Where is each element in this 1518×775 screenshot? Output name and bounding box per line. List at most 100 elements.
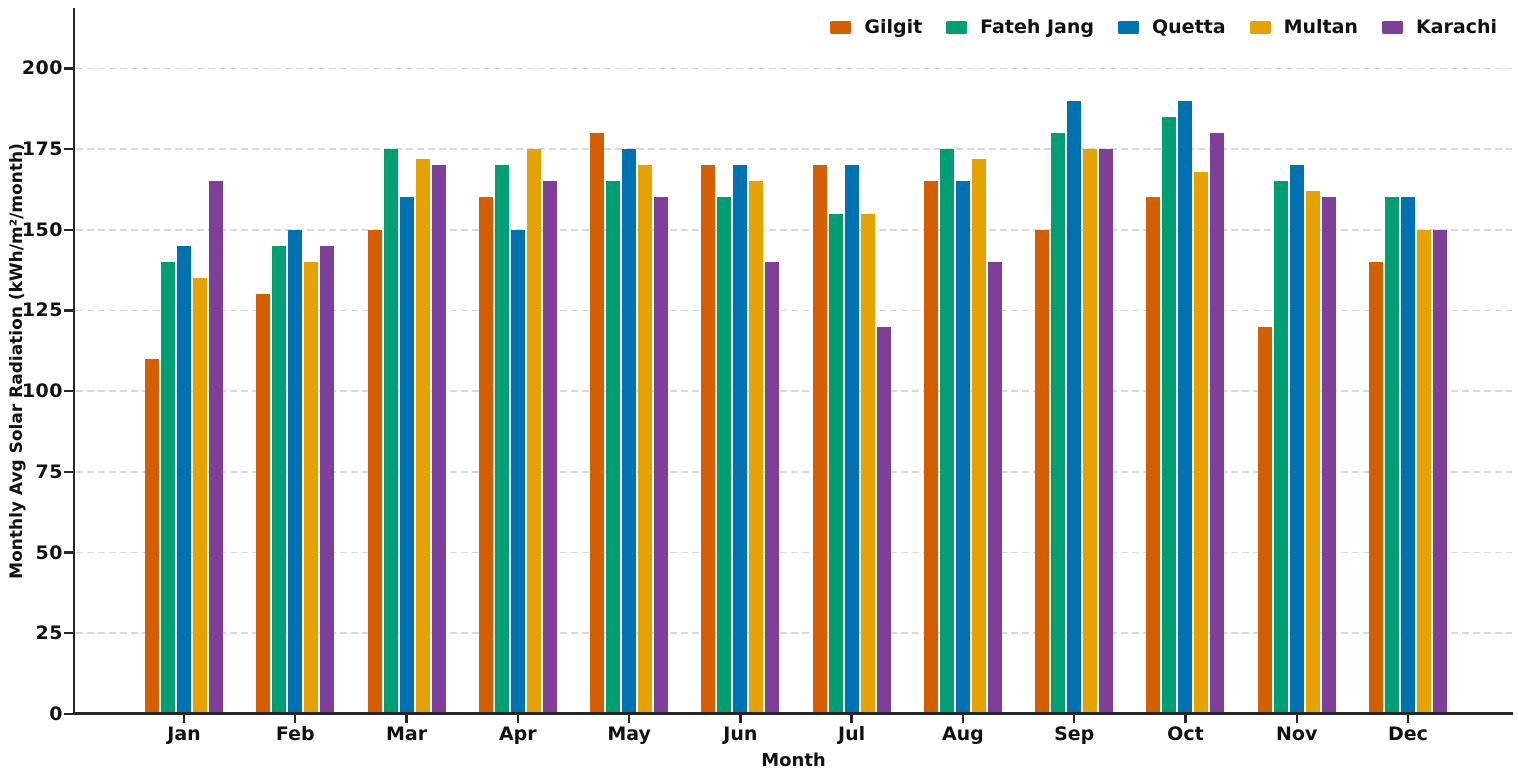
bar-multan-oct bbox=[1194, 171, 1209, 714]
bar-multan-feb bbox=[304, 262, 319, 714]
x-axis-tick bbox=[1184, 715, 1187, 723]
y-tick-label: 25 bbox=[35, 622, 63, 645]
bar-fateh-jang-mar bbox=[383, 149, 398, 714]
x-axis-tick bbox=[739, 715, 742, 723]
legend-swatch-fateh-jang bbox=[946, 20, 968, 34]
y-tick-label: 100 bbox=[21, 380, 63, 403]
bar-quetta-sep bbox=[1067, 100, 1082, 714]
bar-fateh-jang-feb bbox=[272, 245, 287, 714]
gridline-175 bbox=[76, 148, 1512, 150]
bar-gilgit-nov bbox=[1257, 326, 1272, 714]
bar-fateh-jang-apr bbox=[494, 165, 509, 714]
x-axis-tick bbox=[294, 715, 297, 723]
bar-quetta-mar bbox=[399, 197, 414, 714]
legend-swatch-multan bbox=[1249, 20, 1271, 34]
x-tick-label-dec: Dec bbox=[1388, 723, 1428, 745]
gridline-50 bbox=[76, 551, 1512, 554]
bar-quetta-dec bbox=[1400, 197, 1415, 714]
x-tick-label-feb: Feb bbox=[275, 723, 315, 745]
x-tick-label-may: May bbox=[607, 723, 651, 745]
x-tick-label-jul: Jul bbox=[838, 723, 866, 745]
bar-fateh-jang-aug bbox=[939, 149, 954, 714]
bar-multan-may bbox=[638, 165, 653, 714]
legend-swatch-quetta bbox=[1118, 20, 1139, 34]
legend-swatch-karachi bbox=[1381, 20, 1403, 34]
gridline-100 bbox=[76, 390, 1512, 393]
y-tick-label: 0 bbox=[49, 703, 63, 725]
bar-quetta-oct bbox=[1178, 100, 1193, 714]
y-tick-label: 125 bbox=[21, 299, 63, 322]
bar-karachi-jan bbox=[209, 181, 223, 714]
x-axis-tick bbox=[1295, 715, 1298, 723]
bar-multan-aug bbox=[971, 158, 986, 714]
bar-quetta-jan bbox=[177, 245, 191, 714]
x-axis-tick bbox=[405, 715, 408, 723]
bar-multan-jan bbox=[193, 278, 207, 714]
bar-fateh-jang-jul bbox=[828, 213, 843, 714]
legend-item-multan: Multan bbox=[1249, 16, 1358, 38]
y-axis-tick bbox=[64, 551, 75, 554]
chart-legend: Gilgit Fateh Jang Quetta Multan Karachi bbox=[830, 16, 1497, 38]
gridline-125 bbox=[76, 309, 1512, 312]
bar-gilgit-jun bbox=[701, 165, 716, 714]
bar-fateh-jang-may bbox=[606, 181, 621, 714]
bar-karachi-jul bbox=[876, 326, 891, 714]
bar-gilgit-aug bbox=[923, 181, 938, 714]
bar-gilgit-apr bbox=[478, 197, 493, 714]
y-axis-line bbox=[72, 8, 76, 715]
bar-gilgit-mar bbox=[367, 229, 382, 714]
legend-swatch-gilgit bbox=[830, 20, 852, 34]
legend-item-fateh-jang: Fateh Jang bbox=[946, 16, 1094, 38]
x-tick-label-aug: Aug bbox=[941, 723, 984, 745]
y-axis-tick bbox=[64, 67, 75, 70]
bar-gilgit-jul bbox=[812, 165, 827, 714]
bar-karachi-mar bbox=[431, 165, 446, 714]
bar-karachi-oct bbox=[1210, 132, 1225, 714]
x-axis-tick bbox=[516, 715, 519, 723]
bar-fateh-jang-sep bbox=[1051, 132, 1066, 714]
bar-quetta-aug bbox=[955, 181, 970, 714]
x-axis-tick bbox=[961, 715, 965, 723]
x-tick-label-nov: Nov bbox=[1276, 723, 1318, 745]
bar-gilgit-dec bbox=[1368, 262, 1383, 714]
y-axis-title: Monthly Avg Solar Radiation (kWh/m²/mont… bbox=[7, 143, 27, 579]
bar-quetta-jun bbox=[733, 165, 748, 714]
x-axis-tick bbox=[1072, 715, 1076, 723]
bar-karachi-sep bbox=[1099, 149, 1114, 714]
legend-label: Karachi bbox=[1415, 16, 1497, 38]
bar-gilgit-oct bbox=[1146, 197, 1161, 714]
bar-karachi-nov bbox=[1321, 197, 1336, 714]
x-axis-line bbox=[72, 712, 1513, 716]
gridline-75 bbox=[76, 471, 1512, 473]
bar-karachi-dec bbox=[1432, 229, 1447, 714]
bar-karachi-aug bbox=[987, 262, 1002, 714]
y-tick-label: 75 bbox=[35, 460, 63, 483]
bar-quetta-jul bbox=[844, 165, 859, 714]
x-tick-label-apr: Apr bbox=[498, 723, 537, 745]
x-axis-tick bbox=[627, 715, 631, 723]
x-tick-label-mar: Mar bbox=[385, 723, 428, 745]
bar-multan-dec bbox=[1416, 229, 1431, 714]
bar-quetta-feb bbox=[288, 229, 303, 714]
bar-fateh-jang-jun bbox=[717, 197, 732, 714]
bar-fateh-jang-dec bbox=[1384, 197, 1399, 714]
bar-quetta-apr bbox=[510, 229, 525, 714]
bar-multan-mar bbox=[415, 158, 430, 714]
legend-label: Gilgit bbox=[864, 16, 923, 38]
bar-fateh-jang-jan bbox=[161, 262, 175, 714]
x-tick-label-oct: Oct bbox=[1167, 723, 1204, 745]
bar-karachi-jun bbox=[765, 262, 780, 714]
x-tick-label-sep: Sep bbox=[1054, 723, 1095, 745]
bar-multan-nov bbox=[1305, 191, 1320, 714]
y-tick-label: 175 bbox=[21, 138, 63, 161]
y-axis-tick bbox=[64, 470, 75, 474]
legend-item-karachi: Karachi bbox=[1381, 16, 1497, 38]
bar-gilgit-sep bbox=[1035, 229, 1050, 714]
x-tick-label-jan: Jan bbox=[167, 723, 201, 745]
bar-multan-apr bbox=[526, 149, 541, 714]
bar-gilgit-may bbox=[590, 132, 605, 714]
legend-item-gilgit: Gilgit bbox=[830, 16, 922, 38]
x-axis-tick bbox=[1406, 715, 1410, 723]
y-tick-label: 150 bbox=[21, 218, 63, 241]
